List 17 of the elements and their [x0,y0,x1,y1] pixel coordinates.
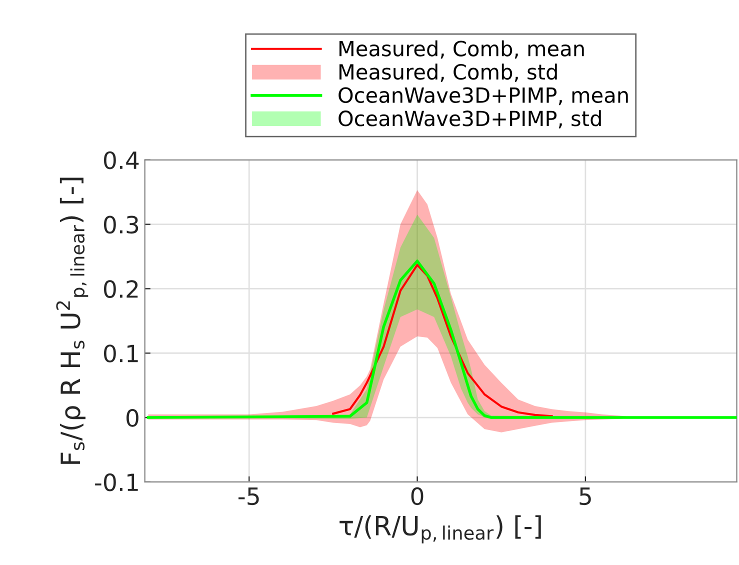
text: OceanWave3D+PIMP, std [338,110,601,128]
text: Measured, Comb, std [339,64,557,82]
y-tick-label: -0.1 [95,473,138,492]
legend-label: OceanWave3D+PIMP, mean [338,87,628,106]
legend-label: Measured, Comb, mean [339,40,584,59]
y-tick-label: 0.4 [104,151,139,170]
y-axis-title: F$_{s}$/(ρ R H$_{s}$ U$^{2}$$_{p,linear}$) [-] [56,178,88,464]
x-axis-title: τ/(R/U$_{p,linear}$) [-] [340,515,541,544]
y-tick-label: 0.1 [104,344,138,362]
line-series [332,264,553,418]
y-tick-label: 0.2 [104,280,138,298]
x-tick-label: 0 [411,487,424,506]
y-tick-label: 0 [126,408,138,427]
line-series [146,260,737,419]
x-tick-label: 5 [580,488,591,506]
x-tick-label: -5 [238,488,259,506]
y-tick-label: 0.3 [104,216,138,234]
